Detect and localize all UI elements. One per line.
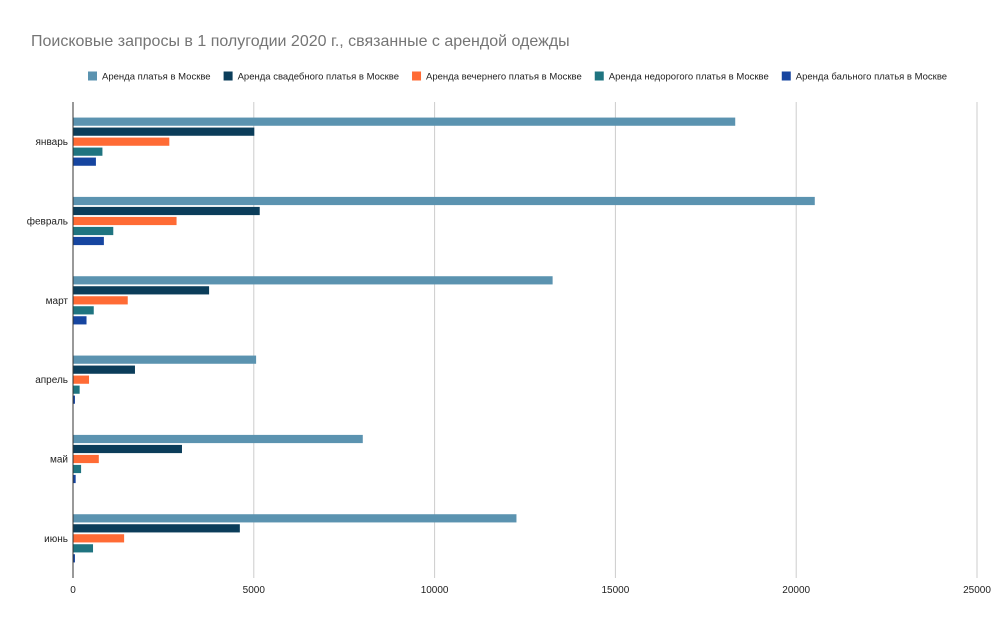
bar (73, 316, 87, 325)
bar (73, 454, 99, 464)
bar (73, 524, 240, 533)
x-tick-label: 0 (70, 585, 76, 596)
gridlines (253, 102, 978, 578)
bar (73, 196, 815, 206)
bar (73, 464, 82, 474)
bars (73, 117, 815, 563)
category-label: апрель (35, 375, 68, 386)
bar (73, 236, 104, 246)
legend-label: Аренда недорогого платья в Москве (609, 72, 769, 83)
x-tick-label: 5000 (243, 585, 266, 596)
bar (73, 544, 94, 553)
bar (73, 117, 736, 126)
category-label: май (50, 455, 68, 466)
legend-swatch (88, 71, 97, 81)
category-label: январь (36, 137, 68, 148)
bar (73, 286, 210, 295)
bar (73, 395, 75, 404)
y-axis-categories: январь февраль март апрель май июнь (27, 137, 69, 545)
bar (73, 434, 363, 444)
bar (73, 137, 170, 146)
category-label: июнь (44, 534, 68, 545)
bar (73, 375, 90, 384)
bar (73, 296, 128, 305)
bar (73, 365, 135, 374)
legend: Аренда платья в Москве Аренда свадебного … (88, 71, 947, 83)
category-label: март (46, 296, 69, 307)
legend-label: Аренда свадебного платья в Москве (238, 72, 399, 83)
legend-swatch (412, 71, 422, 81)
legend-swatch (594, 71, 604, 81)
bar (73, 127, 255, 136)
bar (73, 216, 177, 226)
bar (73, 554, 75, 563)
bar (73, 306, 94, 315)
x-axis-ticks: 0 5000 10000 15000 20000 25000 (70, 585, 991, 596)
bar (73, 444, 182, 454)
bar (73, 276, 553, 285)
bar (73, 147, 103, 156)
bar (73, 355, 257, 364)
bar (73, 385, 80, 394)
category-label: февраль (27, 216, 68, 228)
legend-label: Аренда платья в Москве (102, 72, 211, 83)
bar (73, 474, 76, 484)
x-tick-label: 15000 (601, 585, 629, 596)
x-tick-label: 20000 (782, 585, 810, 596)
legend-swatch (781, 71, 791, 81)
chart-title: Поисковые запросы в 1 полугодии 2020 г.,… (31, 33, 570, 50)
bar (73, 226, 114, 236)
x-tick-label: 10000 (421, 585, 449, 596)
bar (73, 157, 96, 166)
x-tick-label: 25000 (963, 585, 991, 596)
legend-label: Аренда вечернего платья в Москве (426, 72, 582, 83)
legend-label: Аренда бального платья в Москве (796, 72, 947, 83)
bar (73, 534, 125, 543)
bar (73, 206, 260, 216)
bar (73, 514, 517, 523)
legend-swatch (223, 71, 233, 81)
